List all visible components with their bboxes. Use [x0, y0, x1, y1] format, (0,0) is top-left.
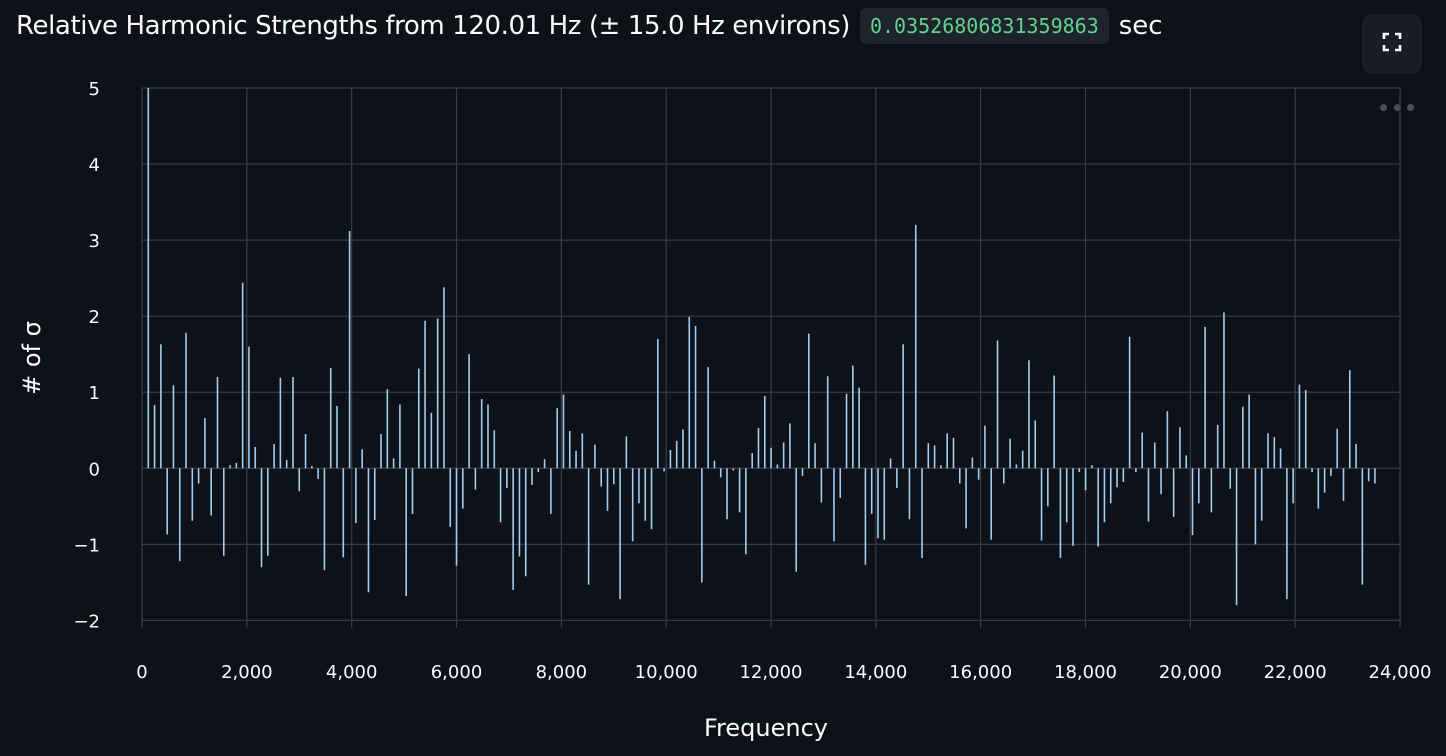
chart-grid	[141, 87, 1401, 628]
x-tick-labels: 0 2,000 4,000 6,000 8,000 10,000 12,000 14,000 1…	[136, 662, 1431, 683]
expand-icon	[1381, 31, 1403, 57]
chart-header: Relative Harmonic Strengths from 120.01 …	[16, 6, 1163, 46]
x-tick-label: 4,000	[326, 662, 378, 683]
x-tick-label: 14,000	[844, 662, 907, 683]
x-tick-label: 22,000	[1264, 662, 1327, 683]
y-tick-label: −1	[73, 535, 100, 556]
x-tick-label: 8,000	[536, 662, 588, 683]
x-tick-label: 12,000	[740, 662, 803, 683]
x-tick-label: 6,000	[431, 662, 483, 683]
x-axis-label: Frequency	[704, 714, 828, 742]
y-axis-label: # of σ	[18, 321, 46, 395]
x-tick-label: 16,000	[949, 662, 1012, 683]
y-tick-label: 3	[89, 231, 100, 252]
y-tick-label: 1	[89, 383, 100, 404]
y-tick-label: 2	[89, 307, 100, 328]
more-options-button[interactable]	[1380, 96, 1414, 118]
more-horizontal-icon-dot	[1380, 103, 1387, 111]
x-tick-label: 10,000	[635, 662, 698, 683]
x-tick-label: 18,000	[1054, 662, 1117, 683]
x-tick-label: 2,000	[221, 662, 273, 683]
elapsed-time-value: 0.03526806831359863	[859, 8, 1109, 44]
y-tick-label: −2	[73, 611, 100, 632]
fullscreen-button[interactable]	[1362, 14, 1422, 74]
y-tick-label: 5	[89, 79, 100, 100]
x-tick-label: 0	[136, 662, 147, 683]
more-horizontal-icon-dot	[1393, 103, 1401, 111]
y-tick-labels: −2 −1 0 1 2 3 4 5	[73, 79, 100, 632]
chart-title: Relative Harmonic Strengths from 120.01 …	[16, 11, 850, 41]
x-tick-label: 24,000	[1369, 662, 1432, 683]
elapsed-time-unit: sec	[1118, 11, 1163, 41]
more-horizontal-icon-dot	[1407, 103, 1414, 111]
chart-bars	[147, 88, 1376, 606]
y-tick-label: 4	[89, 155, 100, 176]
x-tick-label: 20,000	[1159, 662, 1222, 683]
y-tick-label: 0	[89, 459, 100, 480]
